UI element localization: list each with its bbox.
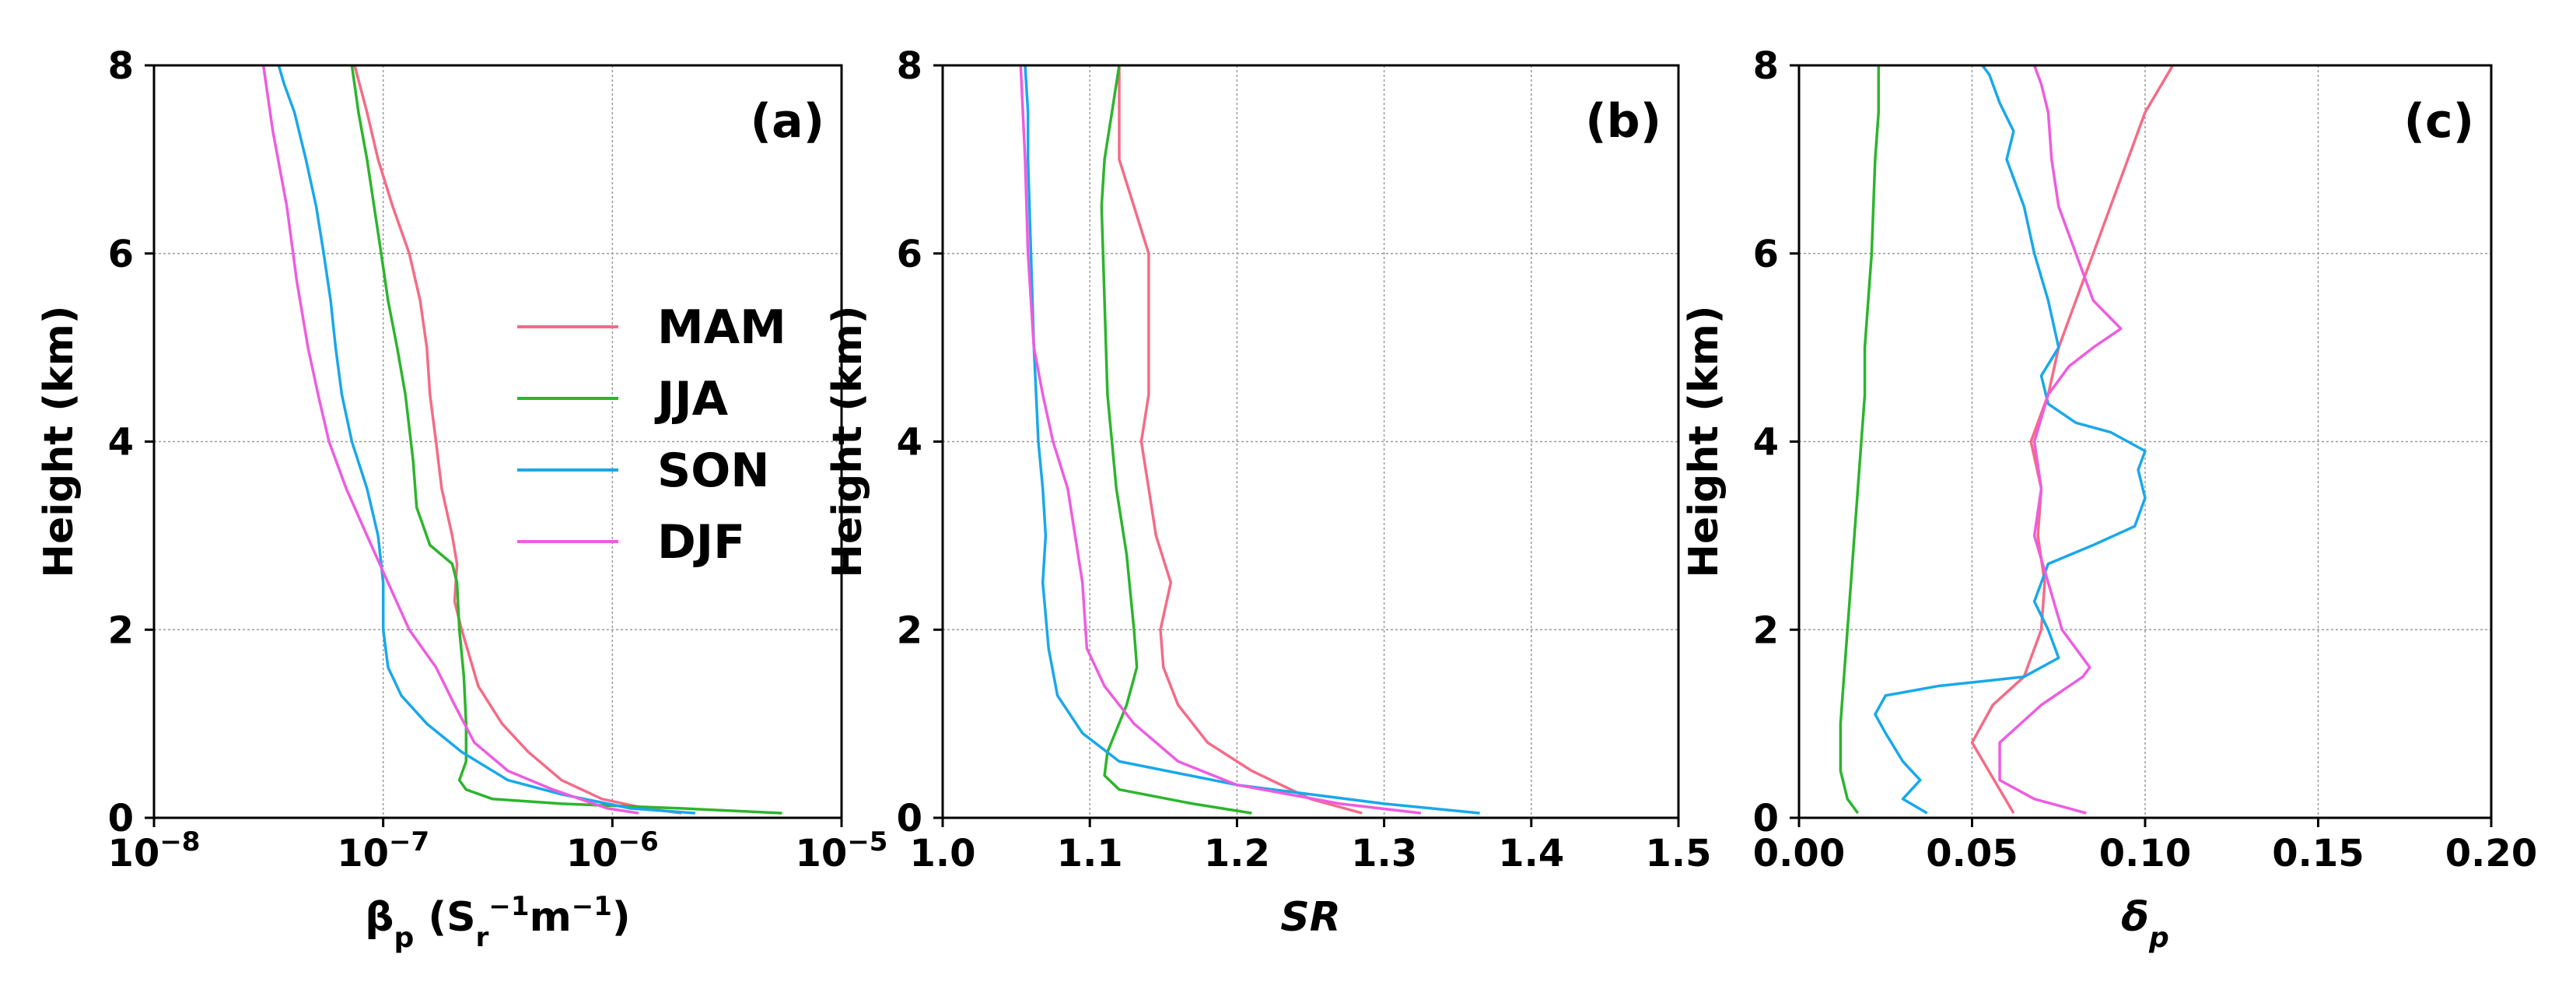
- panel-c-series-son: [1874, 64, 2147, 815]
- panel-b-x-tick-label: 1.3: [1351, 832, 1417, 875]
- x-label-units-close: ): [612, 894, 631, 941]
- panel-b-y-tick-label: 4: [897, 421, 922, 465]
- panel-c: 0.00 0.05 0.10 0.15 0.20 0 2 4 6 8 (c) Height (km…: [1681, 44, 2537, 954]
- panel-a: 10−8 10−7 10−6 10−5 0 2 4 6 8 (a) Height (km) βp…: [36, 44, 887, 954]
- panel-c-frame: [1797, 64, 2493, 819]
- legend-label-djf: DJF: [657, 515, 745, 570]
- panel-c-y-tick-label: 4: [1753, 421, 1779, 465]
- panel-c-series-jja: [1839, 65, 1881, 815]
- panel-c-series-djf: [1998, 65, 2123, 815]
- x-label-units-m: m: [530, 894, 572, 941]
- panel-c-x-tick-label: 0.00: [1753, 832, 1845, 875]
- panel-b-x-tick-label: 1.0: [909, 832, 975, 875]
- panel-b-y-tick-label: 6: [897, 233, 922, 276]
- panel-c-x-tick-label: 0.05: [1926, 832, 2018, 875]
- panel-b-frame: [941, 64, 1680, 819]
- panel-a-x-tick-label: 10−6: [566, 826, 659, 875]
- panel-b-x-tick-label: 1.4: [1498, 832, 1564, 875]
- legend: MAM JJA SON DJF: [517, 300, 786, 570]
- panel-a-x-axis-label: βp (Sr−1m−1): [365, 891, 630, 954]
- panel-b-series-son: [1024, 65, 1480, 815]
- legend-label-son: SON: [657, 444, 769, 498]
- panel-a-x-tick-label: 10−5: [796, 826, 888, 875]
- legend-label-jja: JJA: [654, 372, 729, 426]
- panel-b-series-mam: [1118, 65, 1363, 815]
- x-label-units-msup: −1: [572, 891, 612, 922]
- panel-b-y-tick-label: 2: [897, 608, 922, 652]
- panel-a-y-tick-label: 4: [108, 421, 134, 465]
- panel-b-x-tick-label: 1.1: [1057, 832, 1123, 875]
- panel-a-series-djf: [261, 65, 639, 815]
- panel-a-series-son: [277, 65, 696, 815]
- panel-b-y-axis-label: Height (km): [824, 305, 871, 577]
- panel-a-x-tick-label: 10−7: [337, 826, 429, 875]
- panel-a-frame: [152, 64, 843, 819]
- panel-c-y-tick-label: 6: [1753, 233, 1779, 276]
- x-label-units-sup: −1: [488, 891, 529, 922]
- x-label-units-sub: r: [476, 922, 489, 953]
- panel-a-y-tick-label: 0: [108, 797, 134, 840]
- panel-b-series-jja: [1100, 65, 1252, 815]
- panel-c-y-tick-label: 2: [1753, 608, 1779, 652]
- panel-a-y-tick-label: 2: [108, 608, 134, 652]
- panel-a-y-axis-label: Height (km): [36, 305, 82, 577]
- panel-b-x-tick-label: 1.2: [1204, 832, 1270, 875]
- panel-b-series-djf: [1019, 65, 1422, 815]
- panel-b-y-tick-label: 8: [897, 44, 922, 88]
- panel-c-y-axis-label: Height (km): [1681, 305, 1727, 577]
- panel-a-series-jja: [350, 65, 782, 815]
- panel-c-label: (c): [2404, 94, 2474, 149]
- legend-label-mam: MAM: [657, 300, 786, 355]
- panel-c-y-tick-label: 8: [1753, 44, 1779, 88]
- x-label-delta: δ: [2121, 894, 2149, 941]
- panel-a-series-mam: [353, 65, 682, 815]
- panel-c-x-tick-label: 0.20: [2445, 832, 2537, 875]
- panel-b-y-tick-label: 0: [897, 797, 922, 840]
- panel-c-x-axis-label: δp: [2121, 894, 2169, 954]
- panel-b-x-tick-label: 1.5: [1645, 832, 1711, 875]
- panel-a-x-tick-label: 10−8: [108, 826, 201, 875]
- x-label-units-open: (S: [414, 894, 475, 941]
- panel-c-series-mam: [1970, 65, 2175, 814]
- panel-a-label: (a): [751, 94, 824, 149]
- panel-c-x-tick-label: 0.10: [2099, 832, 2191, 875]
- x-label-beta-sub: p: [394, 922, 415, 954]
- panel-a-y-tick-label: 6: [108, 233, 134, 276]
- x-label-delta-sub: p: [2148, 922, 2169, 954]
- panel-c-y-tick-label: 0: [1753, 797, 1779, 840]
- panel-b-label: (b): [1585, 94, 1661, 149]
- panel-b-x-axis-label: SR: [1280, 894, 1341, 941]
- x-label-beta: β: [365, 894, 394, 941]
- panel-a-y-tick-label: 8: [108, 44, 134, 88]
- panel-c-x-tick-label: 0.15: [2272, 832, 2364, 875]
